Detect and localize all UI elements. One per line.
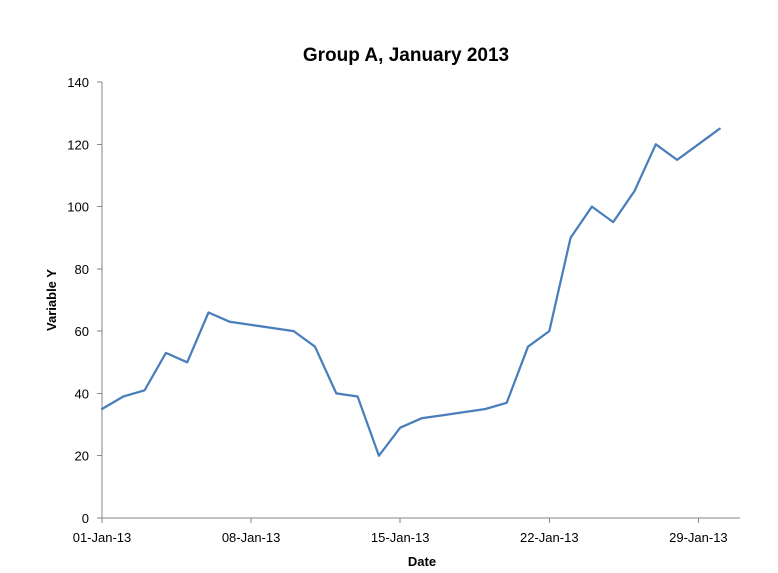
x-tick-label: 15-Jan-13 — [371, 530, 430, 545]
chart-title: Group A, January 2013 — [303, 45, 509, 66]
x-tick-label: 08-Jan-13 — [222, 530, 281, 545]
y-tick-label: 20 — [75, 449, 89, 464]
y-tick-label: 40 — [75, 386, 89, 401]
y-axis: 0 20 40 60 80 100 120 140 — [67, 75, 103, 526]
y-axis-title: Variable Y — [44, 269, 59, 331]
x-tick-label: 01-Jan-13 — [73, 530, 132, 545]
y-tick-label: 120 — [67, 137, 89, 152]
series-line — [100, 127, 721, 457]
y-tick-label: 80 — [75, 262, 89, 277]
y-tick-label: 140 — [67, 75, 89, 90]
x-tick-label: 29-Jan-13 — [669, 530, 728, 545]
x-axis: 01-Jan-13 08-Jan-13 15-Jan-13 22-Jan-13 29-J… — [73, 517, 740, 545]
x-tick-label: 22-Jan-13 — [520, 530, 579, 545]
x-axis-title: Date — [408, 554, 436, 569]
y-tick-label: 60 — [75, 324, 89, 339]
y-tick-label: 100 — [67, 200, 89, 215]
y-tick-label: 0 — [82, 511, 89, 526]
series-layer — [100, 127, 721, 457]
